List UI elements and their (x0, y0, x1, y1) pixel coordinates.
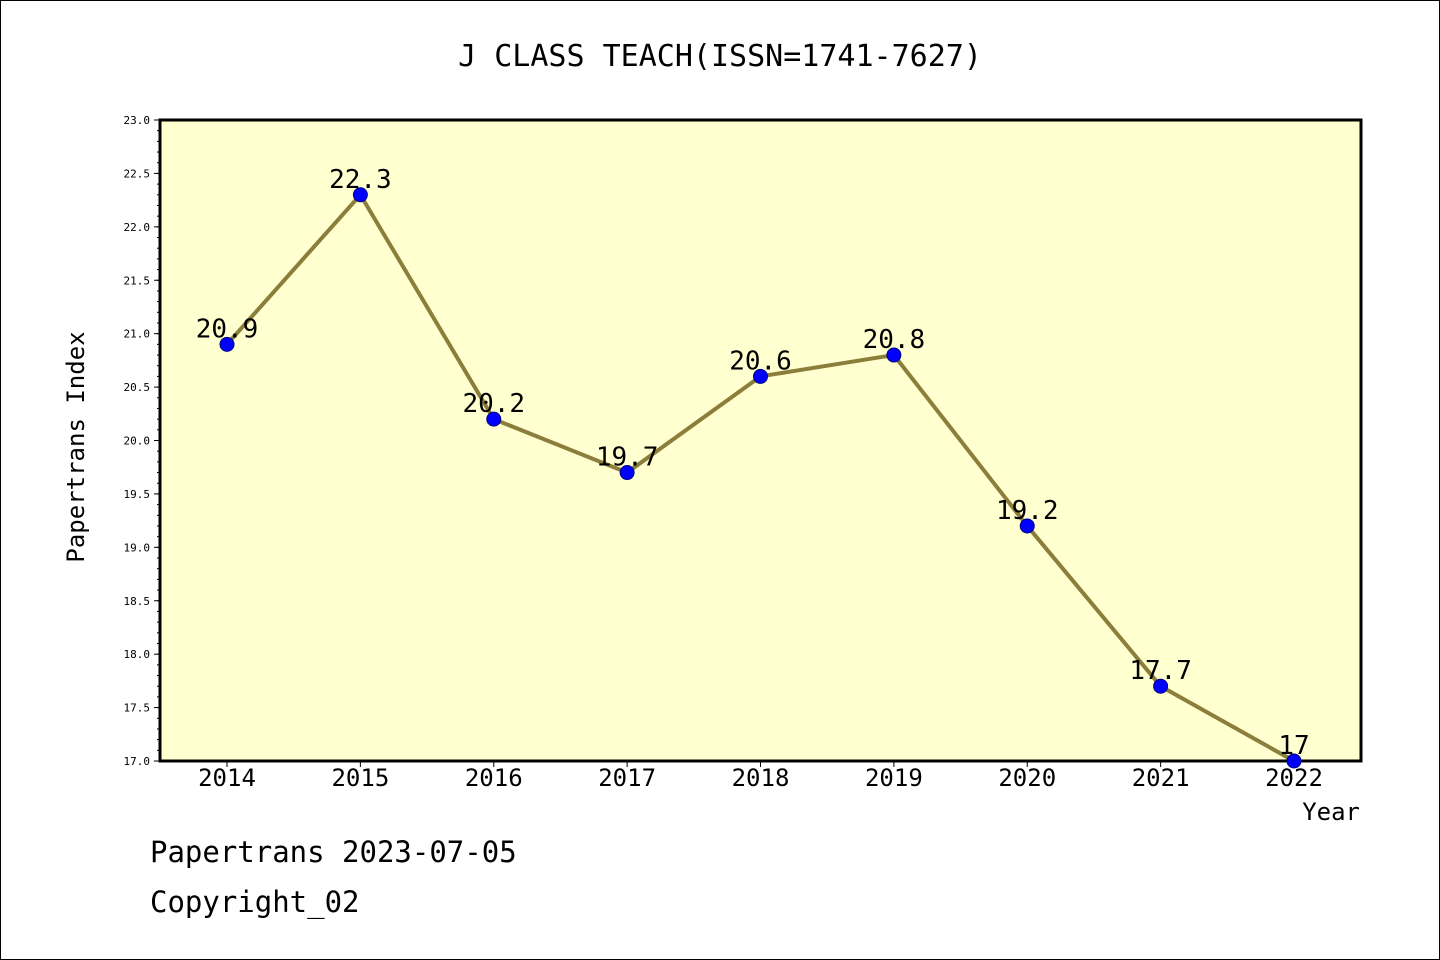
data-label: 17.7 (1129, 656, 1192, 686)
data-label: 20.2 (462, 389, 525, 419)
y-tick-label: 17.0 (124, 755, 151, 768)
data-point (1286, 753, 1302, 769)
data-label: 19.2 (996, 496, 1059, 526)
y-tick-label: 22.0 (124, 221, 151, 234)
y-tick-label: 22.5 (124, 167, 151, 180)
x-axis: 2014 2015 2016 2017 2018 2019 2020 2021 2022 (198, 761, 1323, 792)
y-tick-label: 23.0 (124, 114, 151, 127)
x-tick-label: 2021 (1132, 764, 1190, 792)
x-tick-label: 2015 (331, 764, 389, 792)
data-label: 17 (1278, 731, 1309, 761)
y-tick-label: 20.5 (124, 381, 151, 394)
y-tick-label: 19.0 (124, 541, 151, 554)
data-labels: 20.9 22.3 20.2 19.7 20.6 20.8 19.2 17.7 17 (196, 165, 1310, 761)
data-series (219, 187, 1302, 769)
data-point (486, 411, 502, 427)
y-axis-label: Papertrans Index (62, 331, 90, 562)
x-tick-label: 2020 (998, 764, 1056, 792)
data-point (619, 465, 635, 481)
y-tick-label: 18.0 (124, 648, 151, 661)
data-point (352, 187, 368, 203)
x-tick-label: 2022 (1265, 764, 1323, 792)
x-tick-label: 2016 (465, 764, 523, 792)
y-tick-label: 18.5 (124, 595, 151, 608)
footer-copyright-line: Copyright_02 (150, 885, 360, 919)
x-tick-label: 2017 (598, 764, 656, 792)
data-label: 20.6 (729, 346, 792, 376)
data-point (1153, 678, 1169, 694)
footer-date-line: Papertrans 2023-07-05 (150, 835, 517, 869)
data-label: 22.3 (329, 165, 392, 195)
y-tick-label: 19.5 (124, 488, 151, 501)
y-axis: 17.0 17.5 18.0 18.5 19.0 19.5 20.0 20.5 21.0 21.5… (124, 114, 160, 768)
y-tick-label: 20.0 (124, 435, 151, 448)
data-point (886, 347, 902, 363)
x-tick-label: 2019 (865, 764, 923, 792)
y-tick-label: 17.5 (124, 702, 151, 715)
data-label: 19.7 (596, 443, 659, 473)
data-label: 20.8 (863, 325, 926, 355)
data-point (219, 336, 235, 352)
plot-area (158, 118, 1363, 763)
data-point (1019, 518, 1035, 534)
y-tick-label: 21.0 (124, 328, 151, 341)
y-tick-label: 21.5 (124, 274, 151, 287)
chart-title: J CLASS TEACH(ISSN=1741-7627) (458, 39, 982, 74)
data-label: 20.9 (196, 314, 259, 344)
x-tick-label: 2018 (732, 764, 790, 792)
data-point (753, 368, 768, 384)
x-tick-label: 2014 (198, 764, 256, 792)
x-axis-label: Year (1302, 798, 1360, 826)
